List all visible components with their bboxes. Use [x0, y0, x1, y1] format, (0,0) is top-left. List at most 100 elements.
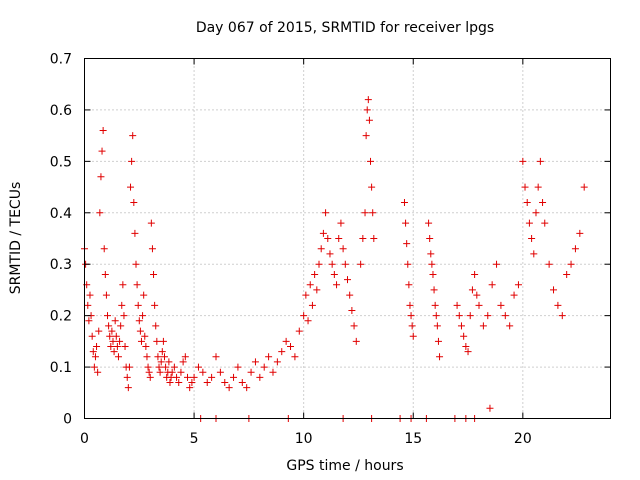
data-point [475, 301, 483, 309]
grid-lines [84, 58, 611, 419]
data-point [159, 337, 167, 345]
data-point [426, 235, 434, 242]
data-point [545, 260, 553, 268]
x-axis-label: GPS time / hours [286, 458, 403, 474]
data-point [359, 235, 367, 242]
data-point [315, 260, 323, 268]
data-point [493, 260, 501, 268]
data-point [120, 312, 128, 320]
data-point [114, 353, 122, 361]
data-point [362, 132, 370, 140]
data-point [136, 327, 144, 335]
data-point [113, 343, 121, 350]
data-point [408, 322, 416, 330]
y-tick-label: 0.7 [50, 52, 72, 68]
data-point [328, 260, 336, 268]
data-point [460, 332, 468, 340]
data-point [348, 307, 356, 314]
data-point [468, 286, 476, 294]
data-point [238, 379, 246, 386]
data-point [199, 368, 207, 376]
data-point [431, 301, 439, 309]
data-point [145, 368, 153, 376]
chart-title: Day 067 of 2015, SRMTID for receiver lpg… [196, 20, 494, 36]
data-point [105, 322, 113, 330]
data-point [429, 271, 437, 278]
data-point [536, 157, 544, 165]
data-point [532, 209, 540, 217]
data-point [365, 116, 373, 124]
data-point [404, 260, 412, 268]
x-tick-label: 10 [295, 431, 313, 447]
data-point [158, 348, 166, 356]
x-tick-label: 5 [190, 431, 199, 447]
y-axis-label: SRMTID / TECUs [8, 182, 24, 295]
data-point [111, 317, 119, 325]
data-point [109, 337, 117, 345]
data-point [464, 348, 472, 356]
data-point [462, 343, 470, 350]
data-point [295, 327, 303, 335]
data-point [177, 368, 185, 376]
data-point [405, 281, 413, 289]
data-point [265, 353, 273, 361]
data-point [216, 368, 224, 376]
data-point [102, 291, 110, 299]
data-point [576, 229, 584, 237]
data-point [208, 373, 216, 381]
y-tick-labels: 0 0.1 0.2 0.3 0.4 0.5 0.6 0.7 [50, 52, 72, 428]
data-point [153, 337, 161, 345]
data-point [156, 368, 164, 376]
y-tick-label: 0.5 [50, 154, 72, 170]
data-point [427, 250, 435, 258]
data-point [170, 363, 178, 371]
data-point [127, 183, 135, 191]
data-point [344, 276, 351, 284]
data-point [304, 317, 312, 325]
data-point [432, 312, 440, 320]
plot-frame [84, 58, 611, 419]
data-point [322, 209, 330, 217]
data-point [95, 327, 103, 335]
data-point [110, 348, 118, 356]
data-point [367, 157, 375, 165]
data-point [519, 157, 527, 165]
data-point [335, 235, 343, 242]
data-point [143, 353, 151, 361]
data-point [129, 132, 137, 140]
data-point [221, 379, 229, 386]
data-point [436, 353, 444, 361]
data-point [243, 384, 251, 392]
data-point [466, 312, 474, 320]
data-point [84, 301, 92, 309]
data-point [251, 358, 259, 366]
data-point [107, 343, 115, 350]
data-point [260, 363, 268, 371]
data-point [407, 312, 415, 320]
data-point [121, 343, 129, 350]
data-point [147, 219, 155, 227]
data-point [324, 235, 332, 242]
data-point [433, 322, 441, 330]
data-point [90, 363, 98, 371]
data-point [571, 245, 579, 253]
data-point [132, 260, 140, 268]
data-point [96, 209, 104, 217]
data-point [181, 353, 189, 361]
data-point [428, 260, 436, 268]
data-point [563, 271, 571, 278]
data-point [86, 291, 94, 299]
data-point [430, 286, 438, 294]
data-point [497, 301, 505, 309]
data-point [186, 384, 194, 392]
data-point [133, 281, 141, 289]
y-tick-label: 0.6 [50, 103, 72, 119]
data-point [550, 286, 558, 294]
data-point [165, 358, 173, 366]
data-point [339, 245, 347, 253]
data-point [141, 332, 149, 340]
data-point [341, 260, 349, 268]
data-point [521, 183, 529, 191]
